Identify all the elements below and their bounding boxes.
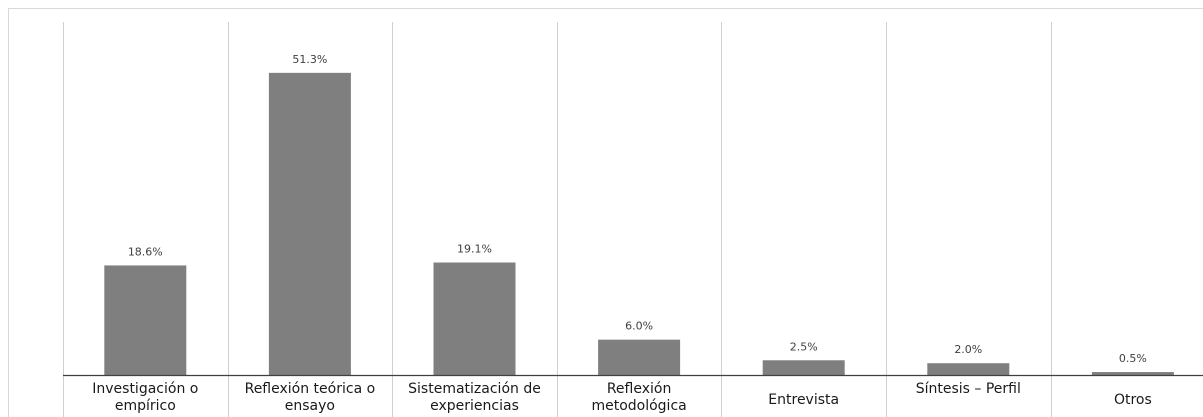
bar bbox=[927, 363, 1010, 375]
bar bbox=[268, 72, 351, 375]
x-tick-label: Sistematización de experiencias bbox=[408, 381, 541, 414]
bar bbox=[1091, 372, 1174, 375]
frame bbox=[8, 8, 1203, 417]
bar bbox=[104, 265, 187, 375]
x-tick-label: Reflexión metodológica bbox=[591, 381, 687, 414]
value-label: 2.0% bbox=[954, 343, 982, 356]
value-label: 0.5% bbox=[1119, 352, 1147, 365]
x-tick-label: Investigación o empírico bbox=[92, 381, 199, 414]
value-label: 18.6% bbox=[128, 245, 163, 258]
bar bbox=[598, 339, 681, 375]
bar bbox=[762, 360, 845, 375]
x-tick-label: Reflexión teórica o ensayo bbox=[244, 381, 376, 414]
x-tick-label: Entrevista bbox=[768, 392, 840, 408]
value-label: 19.1% bbox=[457, 243, 492, 256]
value-label: 2.5% bbox=[790, 340, 818, 353]
x-tick-label: Otros bbox=[1113, 392, 1152, 408]
value-label: 6.0% bbox=[625, 320, 653, 333]
bar bbox=[433, 262, 516, 375]
x-tick-label: Síntesis – Perfil bbox=[915, 381, 1021, 397]
value-label: 51.3% bbox=[292, 53, 327, 66]
